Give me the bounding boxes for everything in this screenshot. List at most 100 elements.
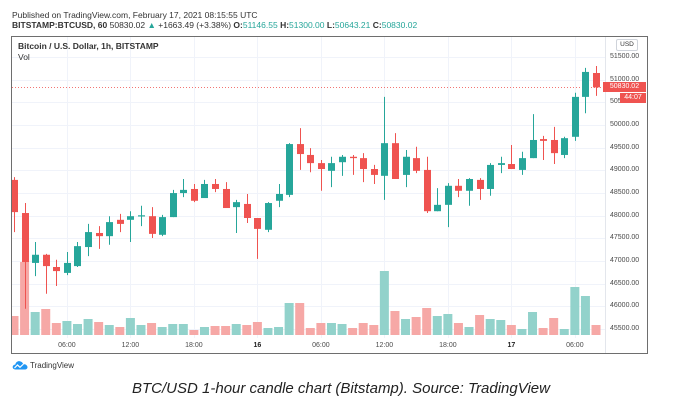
chart-legend: Bitcoin / U.S. Dollar, 1h, BITSTAMP Vol — [18, 41, 159, 63]
candle-series — [12, 66, 600, 309]
volume-bar — [348, 328, 358, 335]
price-tick-label: 48000.00 — [610, 211, 640, 219]
price-change: +1663.49 (+3.38%) — [158, 20, 232, 30]
candle-body — [286, 144, 293, 195]
tradingview-logo[interactable]: TradingView — [12, 359, 74, 371]
volume-bar — [464, 327, 474, 335]
candle-body — [339, 156, 346, 163]
volume-bar — [51, 323, 61, 335]
candle-body — [233, 202, 240, 208]
candle-body — [381, 143, 388, 176]
candle-body — [276, 193, 283, 201]
candle-body — [530, 139, 537, 159]
candle — [53, 259, 60, 287]
candle-body — [180, 189, 187, 194]
candle — [392, 133, 399, 179]
candle-body — [138, 215, 145, 217]
time-tick-label: 06:00 — [566, 342, 584, 349]
candle — [244, 193, 251, 223]
volume-bar — [83, 319, 93, 335]
volume-bar — [115, 327, 125, 335]
candle — [455, 178, 462, 198]
currency-label[interactable]: USD — [616, 39, 638, 51]
candle-body — [191, 188, 198, 201]
candle — [339, 154, 346, 176]
volume-bar — [189, 330, 199, 335]
candle — [519, 151, 526, 175]
candle-body — [297, 144, 304, 155]
volume-bar — [199, 327, 209, 335]
time-axis[interactable]: 06:00 12:00 18:00 16 06:00 12:00 18:00 17 06:00 — [12, 338, 605, 353]
candle — [117, 213, 124, 233]
candle-body — [572, 96, 579, 137]
volume-bar — [274, 327, 284, 335]
volume-bar — [401, 319, 411, 335]
volume-bar — [147, 323, 157, 335]
volume-bar — [178, 324, 188, 335]
volume-bar — [390, 311, 400, 335]
grid — [12, 37, 605, 338]
low-label: L: — [326, 20, 335, 30]
candle-body — [64, 262, 71, 273]
candle-body — [487, 164, 494, 189]
volume-bar — [252, 322, 262, 335]
candle — [508, 144, 515, 170]
volume-bar — [453, 323, 463, 335]
candle — [254, 218, 261, 259]
candle-body — [519, 158, 526, 170]
candle-body — [403, 156, 410, 175]
candle — [32, 242, 39, 277]
volume-bar — [284, 303, 294, 335]
candle-body — [43, 254, 50, 267]
price-tick-label: 46500.00 — [610, 279, 640, 287]
candle-body — [201, 183, 208, 199]
price-axis[interactable]: USD 45500.00 46000.00 46500.00 47000.00 4750… — [605, 37, 647, 353]
candle-body — [455, 185, 462, 191]
symbol-label: BITSTAMP:BTCUSD, 60 — [12, 20, 108, 30]
candle-body — [561, 138, 568, 155]
volume-bar — [168, 324, 178, 335]
candle — [170, 189, 177, 218]
volume-bar — [263, 328, 273, 335]
candle — [191, 183, 198, 203]
candle-body — [466, 178, 473, 191]
candle — [265, 202, 272, 233]
price-tick-label: 47000.00 — [610, 257, 640, 265]
volume-bar — [475, 315, 485, 335]
volume-bar — [12, 316, 19, 335]
volume-bar — [422, 308, 432, 335]
symbol-info-bar: BITSTAMP:BTCUSD, 60 50830.02 ▲ +1663.49 … — [12, 20, 417, 30]
candle-body — [106, 222, 113, 237]
candle-body — [508, 164, 515, 170]
volume-bar — [30, 312, 40, 335]
candle-body — [223, 188, 230, 209]
candle-body — [307, 154, 314, 164]
candle — [424, 156, 431, 214]
price-plot-area[interactable]: Bitcoin / U.S. Dollar, 1h, BITSTAMP Vol — [12, 37, 605, 338]
candle — [201, 179, 208, 199]
volume-bar — [104, 325, 114, 335]
volume-bar — [559, 329, 569, 335]
price-tick-label: 51500.00 — [610, 52, 640, 60]
volume-bar — [221, 326, 231, 335]
candle-body — [149, 216, 156, 234]
candle — [360, 153, 367, 183]
candle — [530, 114, 537, 159]
candle — [328, 156, 335, 188]
high-label: H: — [280, 20, 290, 30]
volume-bar — [358, 323, 368, 335]
candle-body — [244, 203, 251, 219]
volume-bar — [496, 320, 506, 335]
candle — [582, 67, 589, 114]
candle — [106, 216, 113, 245]
price-tick-label: 49000.00 — [610, 166, 640, 174]
candle-body — [96, 232, 103, 237]
volume-bar — [94, 322, 104, 335]
candle-body — [32, 254, 39, 263]
volume-bar — [125, 318, 135, 335]
candle-body — [392, 143, 399, 179]
legend-volume: Vol — [18, 52, 30, 62]
time-tick-label: 06:00 — [312, 342, 330, 349]
candle-body — [328, 163, 335, 171]
tradingview-cloud-icon — [12, 361, 28, 370]
